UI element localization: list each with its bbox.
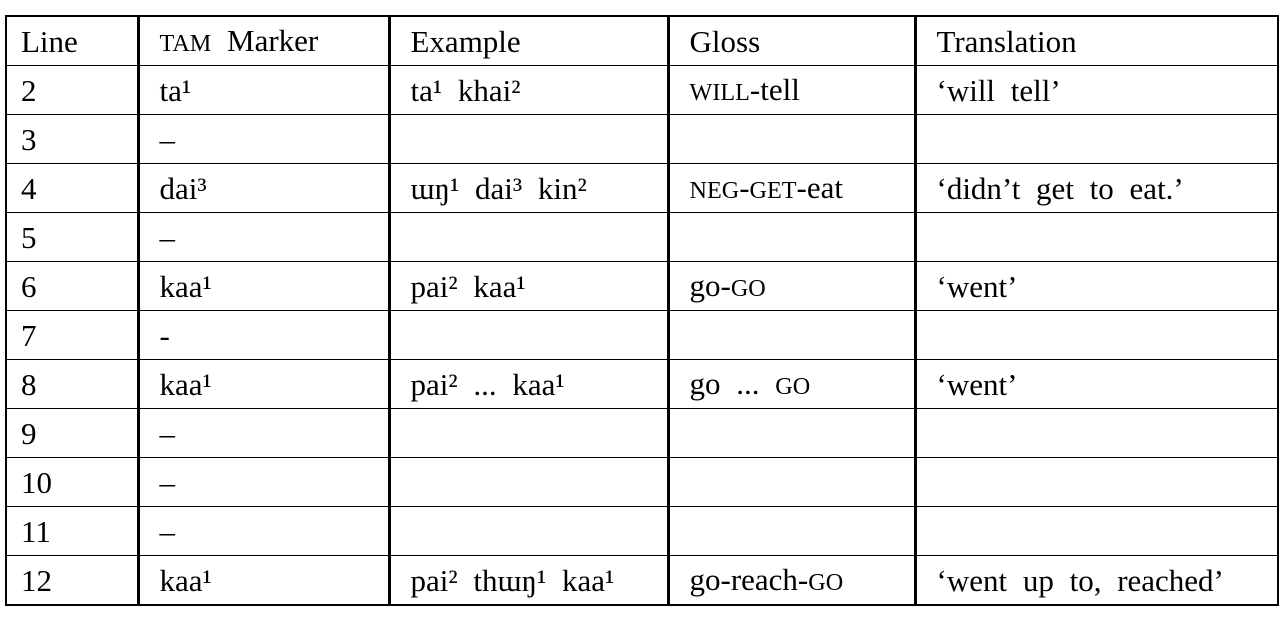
- cell: pai² ... kaa¹: [387, 359, 669, 409]
- cell: pai² thɯŋ¹ kaa¹: [387, 555, 669, 606]
- cell: [666, 506, 916, 556]
- header-cell: Line: [5, 15, 139, 66]
- row: 11–: [5, 506, 1279, 556]
- cell: ‘didn’t get to eat.’: [913, 163, 1279, 213]
- row: 4 dai³ ɯŋ¹ dai³ kin² NEG-GET-eat ‘didn’t get…: [5, 163, 1279, 213]
- cell: [913, 114, 1279, 164]
- header-cell: Translation: [913, 15, 1279, 66]
- cell: go-GO: [666, 261, 916, 311]
- cell: [387, 408, 669, 458]
- cell: 6: [5, 261, 139, 311]
- cell: –: [136, 506, 390, 556]
- row: 12 kaa¹ pai² thɯŋ¹ kaa¹ go-reach-GO ‘went up…: [5, 555, 1279, 606]
- row: 7-: [5, 310, 1279, 360]
- cell: –: [136, 408, 390, 458]
- small-caps: WILL: [689, 79, 750, 107]
- cell: ta¹: [136, 65, 390, 115]
- cell: –: [136, 457, 390, 507]
- cell: pai² kaa¹: [387, 261, 669, 311]
- cell: ɯŋ¹ dai³ kin²: [387, 163, 669, 213]
- data-table: Line TAM Marker Example Gloss Translation 2 ta…: [5, 15, 1279, 606]
- row: 8 kaa¹ pai² ... kaa¹ go ... GO ‘went’: [5, 359, 1279, 409]
- cell: ‘went’: [913, 359, 1279, 409]
- cell: [666, 408, 916, 458]
- row: 10–: [5, 457, 1279, 507]
- cell: 7: [5, 310, 139, 360]
- row: 9–: [5, 408, 1279, 458]
- row: 6 kaa¹ pai² kaa¹ go-GO ‘went’: [5, 261, 1279, 311]
- cell: kaa¹: [136, 261, 390, 311]
- small-caps: TAM: [159, 30, 212, 58]
- cell: 5: [5, 212, 139, 262]
- cell: [387, 212, 669, 262]
- cell: 10: [5, 457, 139, 507]
- cell: NEG-GET-eat: [666, 163, 916, 213]
- cell: kaa¹: [136, 359, 390, 409]
- cell: ‘will tell’: [913, 65, 1279, 115]
- cell: 8: [5, 359, 139, 409]
- small-caps: NEG: [689, 177, 740, 205]
- header-cell: Gloss: [666, 15, 916, 66]
- small-caps: GO: [730, 275, 766, 303]
- cell: kaa¹: [136, 555, 390, 606]
- row: 5–: [5, 212, 1279, 262]
- cell: ta¹ khai²: [387, 65, 669, 115]
- cell: [387, 114, 669, 164]
- header-cell: Example: [387, 15, 669, 66]
- cell: [387, 310, 669, 360]
- cell: go-reach-GO: [666, 555, 916, 606]
- cell: 2: [5, 65, 139, 115]
- header-cell: TAM Marker: [136, 15, 390, 66]
- cell: 9: [5, 408, 139, 458]
- cell: ‘went up to, reached’: [913, 555, 1279, 606]
- cell: [913, 310, 1279, 360]
- cell: –: [136, 114, 390, 164]
- cell: [666, 310, 916, 360]
- cell: [666, 457, 916, 507]
- cell: WILL-tell: [666, 65, 916, 115]
- cell: [913, 457, 1279, 507]
- cell: –: [136, 212, 390, 262]
- small-caps: GO: [808, 569, 844, 597]
- cell: 11: [5, 506, 139, 556]
- cell: [913, 212, 1279, 262]
- small-caps: GET: [749, 177, 797, 205]
- cell: [666, 114, 916, 164]
- row: 2 ta¹ ta¹ khai² WILL-tell ‘will tell’: [5, 65, 1279, 115]
- cell: [387, 457, 669, 507]
- cell: 4: [5, 163, 139, 213]
- cell: dai³: [136, 163, 390, 213]
- row: 3–: [5, 114, 1279, 164]
- header-row: Line TAM Marker Example Gloss Translation: [5, 15, 1279, 66]
- cell: [666, 212, 916, 262]
- cell: go ... GO: [666, 359, 916, 409]
- cell: 12: [5, 555, 139, 606]
- small-caps: GO: [775, 373, 811, 401]
- cell: [913, 408, 1279, 458]
- cell: -: [136, 310, 390, 360]
- cell: 3: [5, 114, 139, 164]
- table-wrapper: Line TAM Marker Example Gloss Translation 2 ta…: [5, 15, 1279, 606]
- cell: ‘went’: [913, 261, 1279, 311]
- cell: [913, 506, 1279, 556]
- cell: [387, 506, 669, 556]
